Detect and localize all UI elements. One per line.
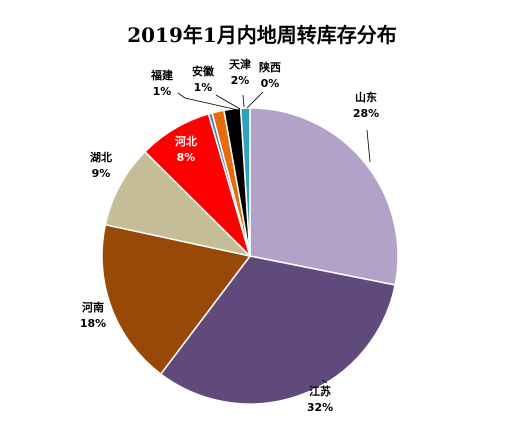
pie-slice: [239, 107, 251, 257]
leader-line: [177, 92, 239, 111]
slice-percent-label: 8%: [177, 151, 196, 164]
pie-slice: [159, 255, 397, 405]
pie-slice: [249, 107, 399, 286]
slice-name-label: 江苏: [309, 384, 331, 398]
chart-title: 2019年1月内地周转库存分布: [127, 23, 397, 47]
pie-slice: [104, 150, 253, 258]
slice-name-label: 陕西: [259, 60, 281, 74]
leader-line: [321, 379, 328, 384]
slice-percent-label: 9%: [92, 167, 111, 180]
slice-percent-label: 1%: [153, 85, 172, 98]
pie-slices: [101, 107, 399, 405]
slice-percent-label: 28%: [353, 107, 379, 120]
leader-lines: [177, 91, 371, 384]
slice-name-label: 福建: [150, 68, 174, 82]
slice-name-label: 河北: [175, 134, 197, 148]
slice-percent-label: 32%: [307, 401, 333, 414]
leader-line: [246, 91, 264, 109]
slice-name-label: 天津: [229, 57, 251, 71]
leader-line: [242, 94, 245, 108]
slice-percent-label: 1%: [194, 81, 213, 94]
slice-labels: 山东 28% 江苏 32% 河南 18% 湖北 9% 河北 8% 福建 1% 安徽 1% 天津 2% 陕西 0%: [80, 57, 379, 414]
slice-percent-label: 18%: [80, 317, 106, 330]
pie-slice: [101, 223, 252, 376]
leader-line: [366, 129, 371, 163]
slice-percent-label: 0%: [261, 77, 280, 90]
slice-name-label: 安徽: [192, 64, 215, 78]
leader-line: [215, 94, 241, 110]
slice-name-label: 山东: [355, 90, 377, 104]
slice-percent-label: 2%: [231, 74, 250, 87]
slice-name-label: 河南: [82, 300, 104, 314]
slice-name-label: 湖北: [90, 150, 112, 164]
